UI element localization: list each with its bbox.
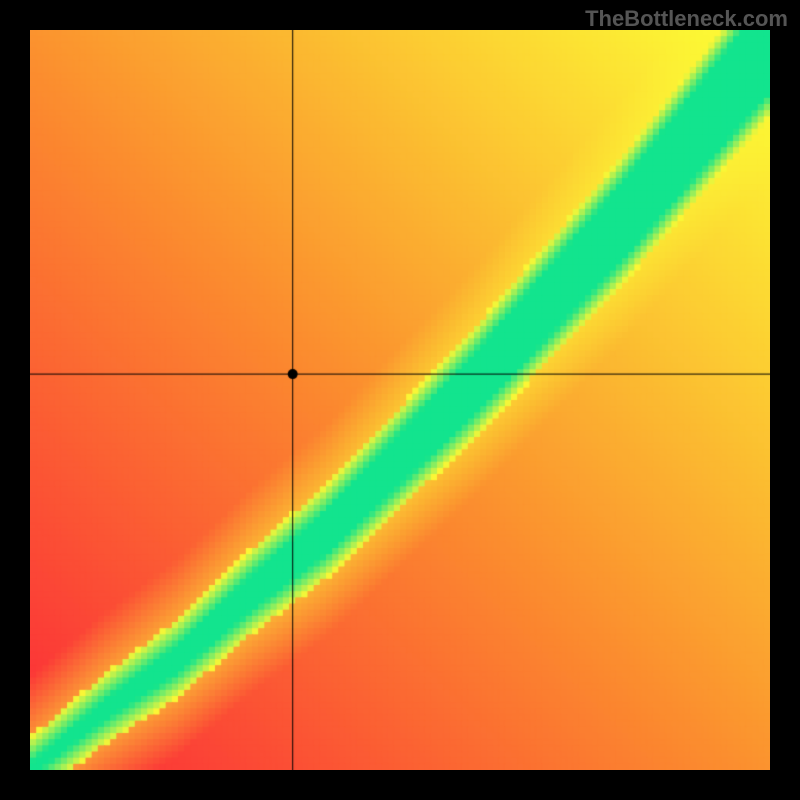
heatmap-plot [30, 30, 770, 770]
chart-container: TheBottleneck.com [0, 0, 800, 800]
watermark-text: TheBottleneck.com [585, 6, 788, 32]
heatmap-canvas [30, 30, 770, 770]
